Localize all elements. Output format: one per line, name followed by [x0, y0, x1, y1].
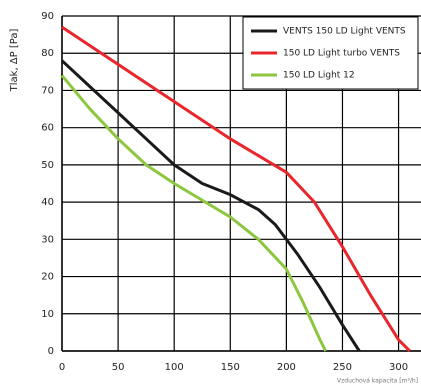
y-tick-label: 80	[41, 48, 54, 59]
y-tick-label: 0	[48, 346, 54, 357]
x-tick-label: 150	[221, 362, 240, 373]
x-axis-title: Vzduchová kapacita [m³/h]	[337, 378, 418, 385]
y-tick-label: 60	[41, 123, 54, 134]
series-line	[60, 59, 361, 352]
x-tick-label: 300	[389, 362, 408, 373]
y-tick-label: 50	[41, 160, 54, 171]
y-tick-label: 30	[41, 234, 54, 245]
x-tick-label: 250	[333, 362, 352, 373]
x-tick-label: 50	[112, 362, 125, 373]
y-tick-label: 10	[41, 309, 54, 320]
legend-label: 150 LD Light 12	[283, 71, 355, 81]
y-axis-title: Tlak, ΔP [Pa]	[9, 29, 20, 93]
x-tick-label: 200	[277, 362, 296, 373]
x-tick-label: 0	[59, 362, 65, 373]
y-tick-label: 20	[41, 272, 54, 283]
series-line	[60, 74, 327, 352]
y-tick-label: 70	[41, 85, 54, 96]
legend-label: VENTS 150 LD Light VENTS	[283, 27, 406, 37]
y-tick-label: 90	[41, 11, 54, 22]
series-line	[61, 25, 411, 353]
legend-label: 150 LD Light turbo VENTS	[283, 49, 400, 59]
y-tick-label: 40	[41, 197, 54, 208]
x-tick-label: 100	[165, 362, 184, 373]
